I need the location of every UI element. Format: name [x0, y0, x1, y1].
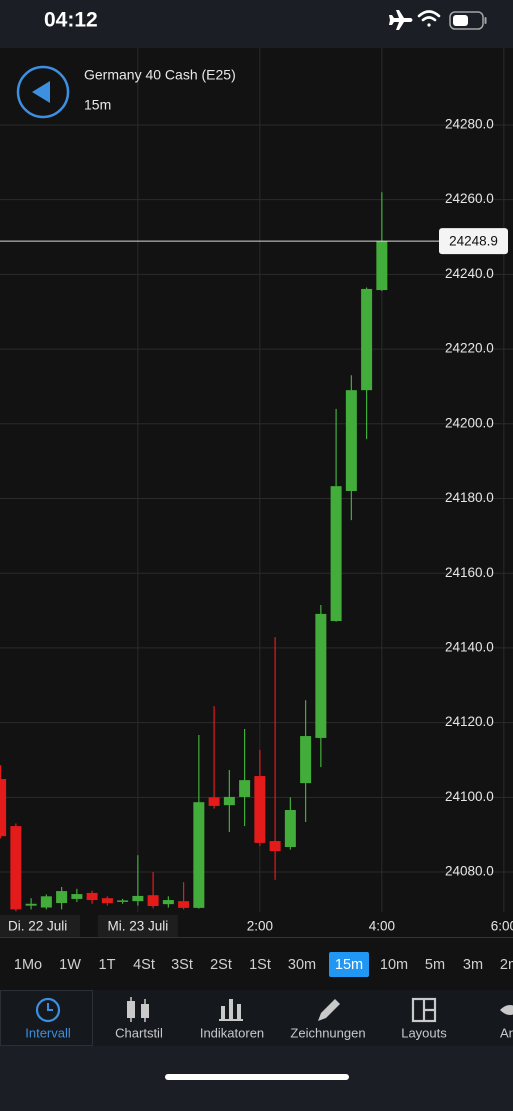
interval-option[interactable]: 4St — [133, 957, 155, 973]
candle-body — [254, 776, 266, 843]
candle-body — [0, 779, 7, 837]
x-tick-label: Mi. 23 Juli — [107, 919, 168, 934]
interval-option[interactable]: 1St — [249, 957, 271, 973]
interval-option[interactable]: 3St — [171, 957, 193, 973]
home-indicator — [165, 1074, 349, 1080]
instrument-title: Germany 40 Cash (E25) — [84, 67, 236, 83]
plot — [0, 192, 388, 912]
interval-option[interactable]: 1Mo — [14, 957, 42, 973]
candle-body — [162, 900, 174, 905]
interval-option[interactable]: 2St — [210, 957, 232, 973]
x-tick-label: 2:00 — [247, 919, 273, 934]
candle-body — [132, 895, 144, 902]
interval-option[interactable]: 10m — [380, 957, 408, 973]
interval-option[interactable]: 3m — [463, 957, 483, 973]
y-tick-label: 24160.0 — [445, 565, 494, 580]
interval-option[interactable]: 2m — [500, 957, 513, 973]
x-tick-label: 6:00 — [491, 919, 513, 934]
candle-body — [330, 486, 342, 622]
candle-body — [178, 901, 190, 908]
tab-icon[interactable] — [318, 999, 340, 1021]
candle-body — [284, 810, 296, 848]
candle-body — [117, 900, 129, 902]
interval-option[interactable]: 1W — [59, 957, 81, 973]
candle-body — [71, 894, 83, 899]
candle-body — [208, 797, 220, 806]
tab-icon[interactable] — [127, 997, 149, 1022]
candle-body — [40, 896, 52, 908]
instrument-interval: 15m — [84, 97, 111, 113]
tab-icon[interactable] — [219, 999, 243, 1021]
candle-body — [315, 613, 327, 738]
y-tick-label: 24100.0 — [445, 789, 494, 804]
battery-icon — [449, 11, 487, 30]
candle-body — [10, 826, 22, 910]
candle-body — [223, 796, 235, 806]
tab-label[interactable]: Anz — [500, 1025, 513, 1040]
candle-body — [101, 898, 113, 904]
interval-option[interactable]: 30m — [288, 957, 316, 973]
candle-body — [376, 241, 388, 291]
tab-label[interactable]: Indikatoren — [200, 1025, 264, 1040]
candle-body — [345, 390, 357, 492]
airplane-icon — [389, 10, 413, 30]
interval-selected-bg — [329, 952, 369, 977]
status-time: 04:12 — [44, 9, 98, 32]
candle-body — [25, 903, 37, 906]
x-axis-band — [0, 912, 513, 938]
y-tick-label: 24080.0 — [445, 864, 494, 879]
tab-icon[interactable] — [35, 997, 61, 1023]
y-tick-label: 24180.0 — [445, 490, 494, 505]
chart-area — [0, 48, 513, 912]
date-label-box — [97, 915, 178, 937]
tab-label[interactable]: Zeichnungen — [290, 1025, 365, 1040]
y-tick-label: 24280.0 — [445, 117, 494, 132]
candle-body — [193, 802, 205, 908]
date-label-box — [0, 915, 80, 937]
wifi-icon — [417, 10, 441, 27]
y-tick-label: 24220.0 — [445, 341, 494, 356]
candle-body — [86, 892, 98, 901]
tab-label[interactable]: Intervall — [25, 1025, 71, 1040]
y-tick-label: 24200.0 — [445, 415, 494, 430]
y-tick-label: 24120.0 — [445, 714, 494, 729]
candle-body — [56, 891, 68, 904]
tab-label[interactable]: Layouts — [401, 1025, 447, 1040]
candle-body — [147, 895, 159, 907]
last-price-label: 24248.9 — [449, 234, 498, 249]
interval-option[interactable]: 15m — [335, 957, 363, 973]
tab-label[interactable]: Chartstil — [115, 1025, 163, 1040]
tab-icon[interactable] — [500, 1005, 513, 1015]
last-price-box — [439, 228, 508, 255]
candle-body — [361, 288, 373, 391]
tab-icon[interactable] — [411, 997, 437, 1023]
status-bar — [0, 0, 513, 48]
interval-option[interactable]: 5m — [425, 957, 445, 973]
x-tick-label: 4:00 — [369, 919, 395, 934]
interval-option[interactable]: 1T — [99, 957, 116, 973]
y-tick-label: 24240.0 — [445, 266, 494, 281]
y-tick-label: 24260.0 — [445, 191, 494, 206]
interval-bar — [0, 938, 513, 990]
grid — [0, 48, 513, 912]
x-start-label: Di. 22 Juli — [8, 919, 67, 934]
y-tick-label: 24140.0 — [445, 639, 494, 654]
back-button[interactable] — [16, 65, 70, 119]
candle-body — [300, 736, 312, 784]
candle-body — [239, 780, 251, 797]
candle-body — [269, 841, 281, 852]
